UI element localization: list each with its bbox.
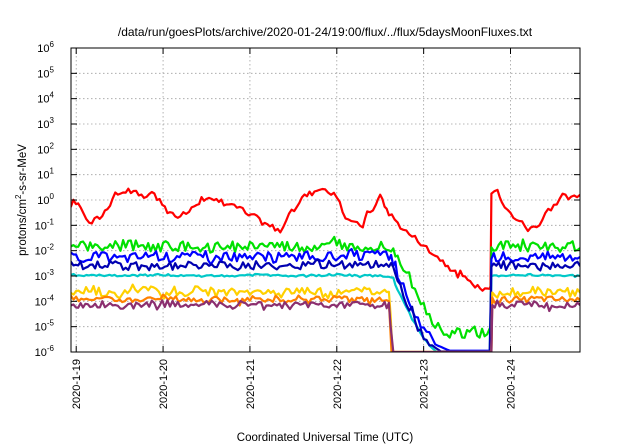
chart-title: /data/run/goesPlots/archive/2020-01-24/1…	[118, 25, 533, 39]
series-line	[71, 299, 580, 352]
y-tick-label: 10-4	[35, 293, 55, 308]
y-tick-label: 102	[37, 141, 54, 156]
series-group	[71, 187, 580, 352]
x-tick-label: 2020-1-23	[419, 359, 431, 409]
y-tick-label: 10-1	[35, 217, 55, 232]
x-axis-label: Coordinated Universal Time (UTC)	[237, 432, 414, 444]
x-tick-label: 2020-1-21	[245, 359, 257, 409]
y-tick-label: 101	[37, 167, 54, 182]
series-line	[71, 272, 580, 352]
y-tick-label: 106	[37, 40, 54, 55]
y-axis-label: protons/cm2-s-sr-MeV	[14, 144, 29, 256]
x-tick-label: 2020-1-22	[332, 359, 344, 409]
y-tick-label: 103	[37, 116, 54, 131]
series-line	[71, 247, 580, 352]
x-tick-label: 2020-1-20	[158, 359, 170, 409]
y-tick-label: 10-2	[35, 243, 55, 258]
y-axis-ticks: 10-6 10-5 10-4 10-3 10-2 10-1 100 101 102 103 104 1…	[35, 40, 580, 359]
x-tick-label: 2020-1-19	[71, 359, 83, 409]
y-tick-label: 100	[37, 192, 54, 207]
y-tick-label: 104	[37, 91, 54, 106]
series-line	[71, 235, 580, 339]
y-axis-label-superscript: 2	[14, 194, 23, 199]
y-axis-label-main: protons/cm	[17, 199, 29, 256]
y-tick-label: 105	[37, 65, 54, 80]
x-axis-ticks: 2020-1-19 2020-1-20 2020-1-21 2020-1-22 2020…	[71, 48, 518, 409]
series-line	[71, 283, 580, 352]
y-tick-label: 10-5	[35, 319, 55, 334]
y-tick-label: 10-3	[35, 268, 55, 283]
y-axis-label-tail: -s-sr-MeV	[17, 144, 29, 195]
x-tick-label: 2020-1-24	[506, 359, 518, 409]
series-line	[71, 258, 580, 352]
y-tick-label: 10-6	[35, 344, 55, 359]
